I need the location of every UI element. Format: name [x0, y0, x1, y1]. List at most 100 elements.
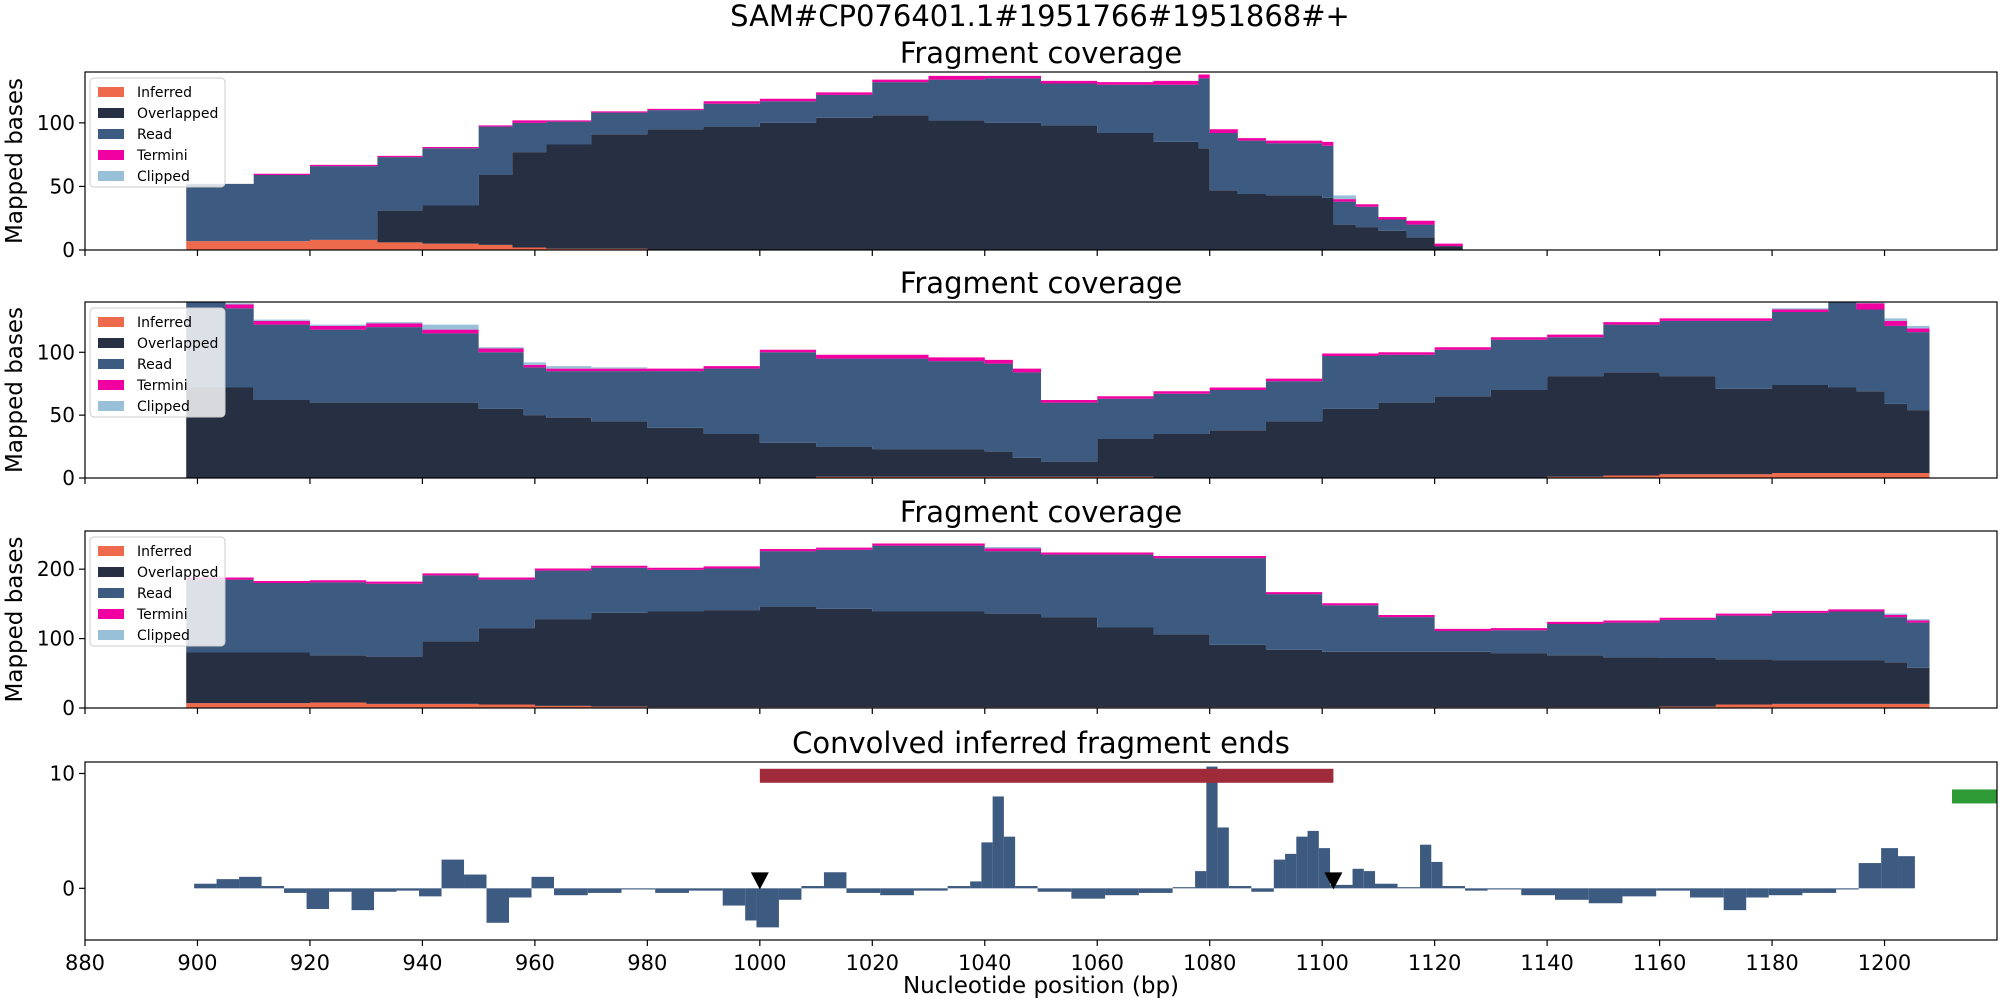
bar: [1273, 859, 1286, 889]
bar: [1105, 888, 1139, 896]
axes-frame: [84, 71, 1998, 251]
legend-entry: Overlapped: [137, 336, 218, 352]
legend-entry: Read: [137, 127, 172, 143]
panel-4: Convolved inferred fragment ends 0 10 880 90…: [50, 726, 1998, 999]
bar: [1723, 888, 1747, 911]
y-tick-label: 50: [50, 403, 75, 427]
x-tick-label: 1060: [1071, 951, 1124, 975]
x-tick-label: 1080: [1183, 951, 1236, 975]
bar: [1251, 888, 1274, 892]
x-tick-label: 1000: [733, 951, 786, 975]
bar: [1802, 888, 1837, 893]
y-tick-label: 0: [62, 696, 75, 720]
bar: [621, 888, 656, 890]
legend-swatch: [98, 108, 124, 118]
bar: [688, 888, 723, 891]
y-tick-label: 10: [50, 761, 75, 785]
bar: [419, 888, 442, 897]
legend-swatch: [98, 588, 124, 598]
legend-entry: Termini: [136, 378, 188, 394]
bar: [756, 888, 779, 928]
series-inferred-area: [186, 239, 1463, 250]
bar: [1015, 886, 1038, 889]
bar: [823, 872, 847, 889]
triangle-down-marker: [750, 872, 769, 890]
y-tick-label: 100: [37, 111, 75, 135]
x-tick-label: 1140: [1520, 951, 1573, 975]
legend-swatch: [98, 359, 124, 369]
bar: [1746, 888, 1769, 898]
series-read-area: [186, 545, 1930, 668]
bar: [239, 876, 262, 889]
green-range-bar: [1952, 789, 1997, 804]
panel-title: Fragment coverage: [900, 36, 1182, 70]
x-tick-label: 900: [177, 951, 217, 975]
red-range-bar: [759, 768, 1334, 783]
series-overlapped-area: [186, 606, 1930, 708]
bar: [441, 859, 465, 889]
axes-frame: [84, 761, 1998, 941]
bar: [778, 888, 802, 900]
bar: [913, 888, 948, 891]
bar: [374, 888, 397, 892]
legend-swatch: [98, 87, 124, 97]
bar: [1898, 856, 1915, 889]
plot-area-2: [186, 302, 1930, 478]
x-tick-label: 920: [290, 951, 330, 975]
legend-swatch: [98, 171, 124, 181]
legend-entry: Termini: [136, 607, 188, 623]
bar: [509, 888, 532, 898]
bar: [846, 888, 881, 893]
bar: [1689, 888, 1724, 898]
figure-suptitle: SAM#CP076401.1#1951766#1951868#+: [730, 0, 1350, 33]
legend-swatch: [98, 609, 124, 619]
bar: [1138, 888, 1173, 893]
panel-title: Fragment coverage: [900, 266, 1182, 300]
bar: [1307, 830, 1319, 889]
legend: Inferred Overlapped Read Termini Clipped: [89, 77, 226, 188]
y-tick-label: 0: [62, 466, 75, 490]
legend-entry: Clipped: [137, 399, 190, 415]
bar: [486, 888, 510, 923]
y-tick-label: 0: [62, 238, 75, 262]
bar: [216, 879, 240, 889]
bar: [880, 888, 914, 896]
bar: [1397, 887, 1421, 889]
bar: [1003, 836, 1016, 889]
bar: [1768, 888, 1803, 896]
bar: [1656, 888, 1690, 891]
y-axis-label: Mapped bases: [2, 307, 28, 473]
bar: [1420, 844, 1432, 889]
legend-swatch: [98, 546, 124, 556]
bar: [1521, 888, 1555, 896]
bar: [1881, 848, 1899, 889]
series-read-area: [186, 78, 1463, 247]
legend-entry: Inferred: [137, 85, 192, 101]
panel-2: Fragment coverage 0 50 100 Mapped bases Infer…: [2, 266, 1998, 490]
legend-swatch: [98, 567, 124, 577]
bar: [1330, 884, 1353, 889]
bar: [284, 888, 307, 893]
bar: [801, 886, 824, 889]
bar: [194, 883, 217, 889]
bar: [722, 888, 746, 906]
bar: [1554, 888, 1589, 900]
bar: [981, 842, 993, 889]
panel-1: Fragment coverage 0 50 100 Mapped bases Infer…: [2, 36, 1998, 262]
legend-swatch: [98, 380, 124, 390]
bar: [1037, 888, 1072, 892]
bar: [992, 796, 1004, 889]
series-read-area: [186, 302, 1930, 462]
x-axis-label: Nucleotide position (bp): [903, 973, 1179, 999]
x-tick-label: 960: [515, 951, 555, 975]
legend-entry: Termini: [136, 148, 188, 164]
y-axis-label: Mapped bases: [2, 78, 28, 244]
bar: [1296, 836, 1308, 889]
triangle-down-marker: [1324, 872, 1343, 890]
plot-area-3: [186, 543, 1930, 708]
bar: [396, 888, 420, 891]
bar: [329, 888, 352, 892]
x-tick-label: 940: [402, 951, 442, 975]
